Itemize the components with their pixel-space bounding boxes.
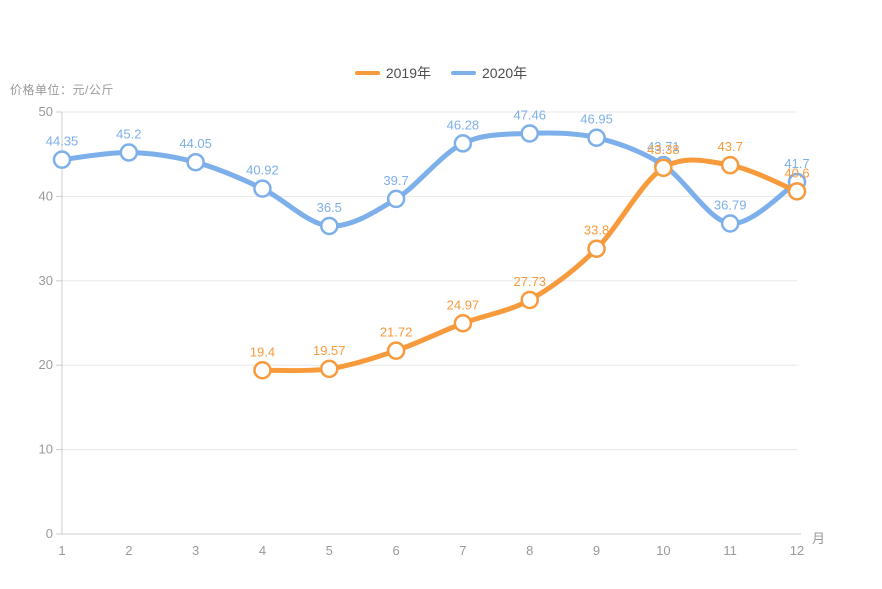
legend-label: 2020年 <box>482 65 528 81</box>
data-point[interactable] <box>186 152 205 172</box>
data-point-label: 39.7 <box>383 173 408 188</box>
data-point[interactable] <box>386 341 406 360</box>
data-point[interactable] <box>720 155 740 175</box>
data-point-label: 46.28 <box>447 117 480 132</box>
x-tick-label: 4 <box>259 543 266 558</box>
x-tick-label: 2 <box>125 543 132 558</box>
data-point[interactable] <box>520 290 539 310</box>
data-point-label: 24.97 <box>447 297 480 312</box>
legend-item-2019[interactable]: 2019年 <box>354 63 431 83</box>
x-tick-label: 7 <box>459 543 466 558</box>
data-point[interactable] <box>320 216 339 236</box>
legend-item-2020[interactable]: 2020年 <box>451 63 527 83</box>
series-line-2020 <box>59 130 800 229</box>
data-point-label: 40.6 <box>784 165 809 180</box>
data-point-label: 41.7 <box>784 156 809 171</box>
data-point-label: 43.38 <box>647 142 680 157</box>
data-point-label: 27.73 <box>513 274 546 289</box>
data-point[interactable] <box>787 182 807 201</box>
data-point[interactable] <box>453 134 473 153</box>
data-point-label: 21.72 <box>380 325 413 340</box>
x-tick-label: 1 <box>58 543 65 558</box>
data-point[interactable] <box>720 214 740 233</box>
data-point[interactable] <box>654 158 673 178</box>
data-point-label: 47.46 <box>513 107 546 122</box>
data-point-label: 43.71 <box>647 139 680 154</box>
data-point[interactable] <box>453 314 473 333</box>
data-point-label: 44.05 <box>179 136 212 151</box>
x-tick-label: 3 <box>192 543 199 558</box>
x-tick-label: 5 <box>326 543 333 558</box>
x-tick-label: 9 <box>593 543 600 558</box>
data-point[interactable] <box>320 359 339 379</box>
y-tick-label: 0 <box>46 526 53 541</box>
data-point[interactable] <box>253 361 272 380</box>
y-tick-label: 40 <box>39 188 53 203</box>
data-point-label: 36.5 <box>317 200 342 215</box>
series-line-2019 <box>259 157 800 374</box>
y-tick-label: 10 <box>39 442 53 457</box>
y-tick-label: 30 <box>39 273 53 288</box>
data-point-label: 19.4 <box>250 344 275 359</box>
x-axis-name-label: 月 <box>812 531 825 546</box>
legend-line-marker <box>354 71 380 75</box>
data-point[interactable] <box>52 150 72 169</box>
y-tick-label: 20 <box>39 357 53 372</box>
data-point[interactable] <box>520 124 539 143</box>
data-point[interactable] <box>587 239 606 258</box>
data-point-label: 36.79 <box>714 197 747 212</box>
x-tick-label: 10 <box>656 543 670 558</box>
data-point-label: 46.95 <box>580 112 613 127</box>
data-point[interactable] <box>253 179 272 198</box>
data-point[interactable] <box>587 128 606 147</box>
x-tick-label: 12 <box>790 543 804 558</box>
x-tick-label: 11 <box>723 543 737 558</box>
data-point-label: 40.92 <box>246 163 279 178</box>
data-point-label: 19.57 <box>313 343 346 358</box>
y-tick-label: 50 <box>39 104 53 119</box>
legend: 2019年 2020年 <box>0 63 882 83</box>
data-point[interactable] <box>119 143 139 162</box>
data-point-label: 45.2 <box>116 127 141 142</box>
data-point-label: 33.8 <box>584 223 609 238</box>
legend-line-marker <box>451 71 476 75</box>
legend-label: 2019年 <box>385 65 431 81</box>
data-point-label: 43.7 <box>718 139 743 154</box>
x-tick-label: 8 <box>526 543 533 558</box>
data-point[interactable] <box>386 189 406 209</box>
x-tick-label: 6 <box>392 543 399 558</box>
y-axis-unit-label: 价格单位：元/公斤 <box>10 83 114 97</box>
data-point-label: 44.35 <box>46 134 79 149</box>
